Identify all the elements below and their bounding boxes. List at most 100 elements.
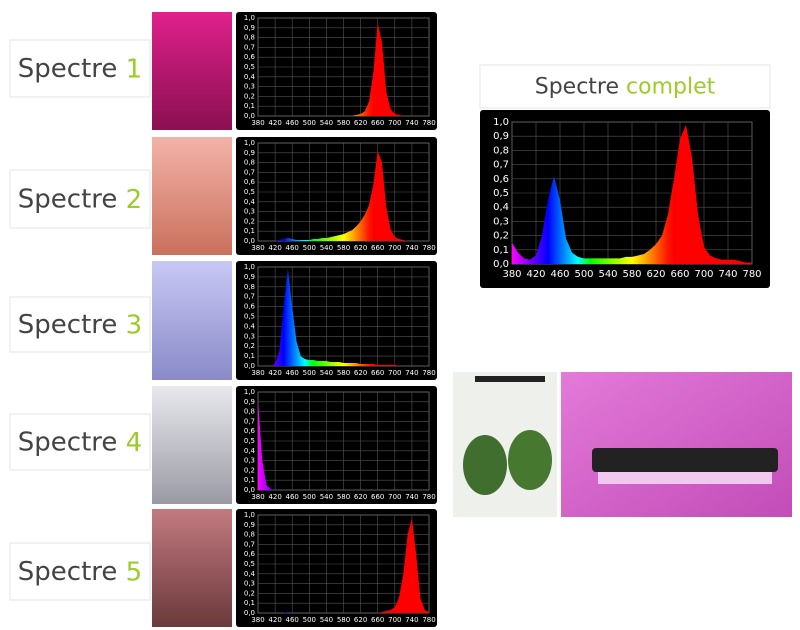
x-tick-label: 740: [405, 119, 418, 127]
y-tick-label: 0,8: [244, 531, 255, 539]
x-tick-label: 500: [303, 493, 316, 501]
x-tick-label: 500: [303, 369, 316, 377]
y-tick-label: 0,7: [244, 540, 255, 548]
lamp: [475, 376, 545, 382]
y-tick-label: 0,9: [244, 273, 255, 281]
spectrum-area: [258, 268, 429, 366]
x-tick-label: 660: [371, 119, 384, 127]
x-tick-label: 540: [320, 493, 333, 501]
x-tick-label: 580: [337, 369, 350, 377]
x-tick-label: 780: [422, 616, 435, 624]
x-tick-label: 700: [388, 616, 401, 624]
y-tick-label: 0,1: [244, 227, 255, 235]
y-tick-label: 0,0: [244, 362, 255, 370]
y-tick-label: 0,0: [244, 486, 255, 494]
y-tick-label: 0,8: [493, 145, 509, 156]
chart-title: Spectre 2: [18, 185, 142, 215]
y-tick-label: 0,3: [244, 208, 255, 216]
y-tick-label: 0,9: [244, 149, 255, 157]
x-tick-label: 660: [371, 244, 384, 252]
x-tick-label: 740: [405, 244, 418, 252]
charts: Spectre 10,00,10,20,30,40,50,60,70,80,91…: [9, 12, 771, 627]
x-tick-label: 500: [303, 616, 316, 624]
y-tick-label: 0,7: [244, 43, 255, 51]
y-tick-label: 0,0: [244, 609, 255, 617]
y-tick-label: 0,4: [244, 570, 256, 578]
x-tick-label: 540: [320, 119, 333, 127]
spectrum-area: [258, 517, 429, 613]
x-tick-label: 540: [320, 369, 333, 377]
photo: [152, 386, 232, 504]
y-tick-label: 0,8: [244, 408, 255, 416]
y-tick-label: 1,0: [244, 139, 255, 147]
chart-title: Spectre 1: [18, 54, 142, 84]
photo: [152, 137, 232, 255]
x-tick-label: 780: [422, 493, 435, 501]
y-tick-label: 1,0: [493, 117, 509, 128]
y-tick-label: 0,6: [244, 550, 256, 558]
x-tick-label: 420: [526, 269, 545, 280]
photo: [561, 372, 792, 517]
x-tick-label: 380: [502, 269, 521, 280]
x-tick-label: 620: [354, 616, 367, 624]
title-box: [9, 413, 151, 471]
y-tick-label: 0,8: [244, 283, 255, 291]
x-tick-label: 740: [405, 616, 418, 624]
chart-title: Spectre 3: [18, 310, 142, 340]
y-tick-label: 0,8: [244, 34, 255, 42]
x-tick-label: 460: [286, 493, 299, 501]
x-tick-label: 540: [320, 616, 333, 624]
x-tick-label: 620: [354, 244, 367, 252]
photo: [152, 509, 232, 627]
y-tick-label: 0,9: [493, 131, 509, 142]
photos: [152, 12, 792, 627]
y-tick-label: 0,2: [244, 217, 255, 225]
x-tick-label: 740: [405, 493, 418, 501]
x-tick-label: 700: [388, 119, 401, 127]
y-tick-label: 0,9: [244, 521, 255, 529]
y-tick-label: 0,8: [244, 159, 255, 167]
x-tick-label: 700: [388, 369, 401, 377]
x-tick-label: 780: [422, 244, 435, 252]
x-tick-label: 460: [550, 269, 569, 280]
y-tick-label: 0,6: [244, 178, 256, 186]
y-tick-label: 0,4: [244, 447, 256, 455]
x-tick-label: 700: [388, 244, 401, 252]
y-tick-label: 0,7: [244, 293, 255, 301]
y-tick-label: 1,0: [244, 388, 255, 396]
y-tick-label: 0,0: [244, 237, 255, 245]
y-tick-label: 0,1: [244, 599, 255, 607]
chart-title: Spectre complet: [535, 75, 716, 100]
x-tick-label: 620: [646, 269, 665, 280]
x-tick-label: 420: [268, 244, 281, 252]
x-tick-label: 580: [337, 493, 350, 501]
title-box: [9, 296, 151, 353]
y-tick-label: 0,6: [493, 174, 509, 185]
y-tick-label: 1,0: [244, 263, 255, 271]
x-tick-label: 420: [268, 119, 281, 127]
x-tick-label: 420: [268, 493, 281, 501]
y-tick-label: 0,5: [244, 560, 255, 568]
x-tick-label: 460: [286, 369, 299, 377]
x-tick-label: 580: [337, 616, 350, 624]
y-tick-label: 0,7: [493, 160, 509, 171]
y-tick-label: 0,7: [244, 417, 255, 425]
x-tick-label: 740: [405, 369, 418, 377]
x-tick-label: 420: [268, 369, 281, 377]
x-tick-label: 700: [694, 269, 713, 280]
x-tick-label: 580: [337, 244, 350, 252]
x-tick-label: 620: [354, 369, 367, 377]
y-tick-label: 0,5: [493, 188, 509, 199]
y-tick-label: 0,6: [244, 427, 256, 435]
y-tick-label: 0,9: [244, 24, 255, 32]
y-tick-label: 0,0: [244, 112, 255, 120]
y-tick-label: 0,3: [244, 457, 255, 465]
y-tick-label: 0,4: [244, 322, 256, 330]
spectrum-area: [258, 22, 429, 116]
y-tick-label: 0,9: [244, 398, 255, 406]
x-tick-label: 620: [354, 119, 367, 127]
x-tick-label: 660: [371, 369, 384, 377]
title-box: [479, 64, 771, 109]
x-tick-label: 580: [622, 269, 641, 280]
y-tick-label: 0,1: [244, 352, 255, 360]
